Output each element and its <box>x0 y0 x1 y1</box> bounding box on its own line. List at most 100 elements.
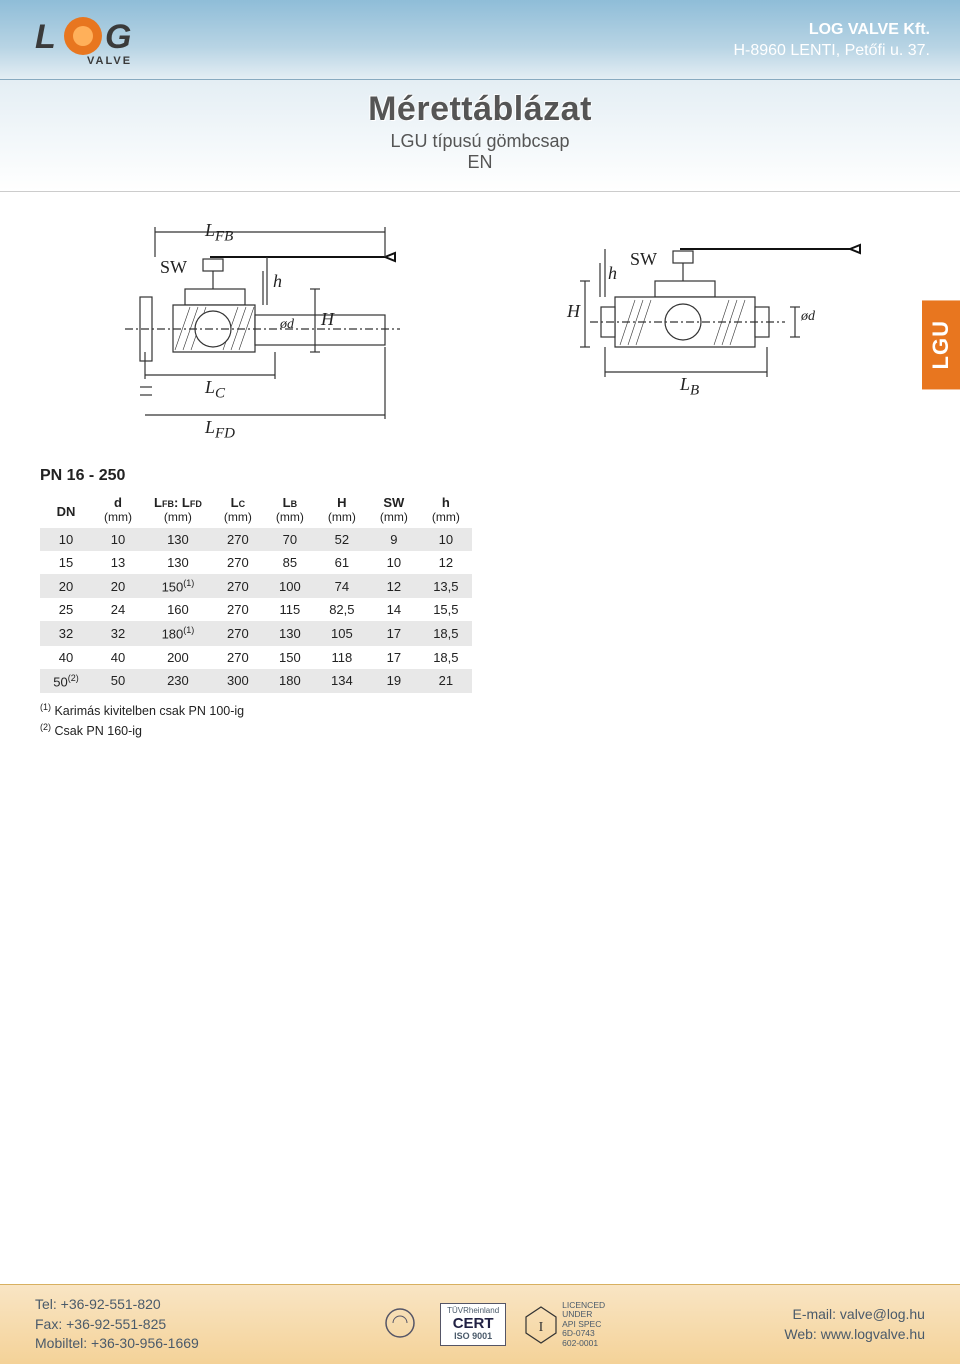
footnote: (1) Karimás kivitelben csak PN 100-ig <box>40 701 920 721</box>
table-cell: 180 <box>264 669 316 693</box>
table-cell: 100 <box>264 574 316 598</box>
footer-email: E-mail: valve@log.hu <box>784 1305 925 1325</box>
svg-text:G: G <box>105 18 131 56</box>
label-h-left: h <box>273 271 282 292</box>
footer-web: E-mail: valve@log.hu Web: www.logvalve.h… <box>784 1305 925 1344</box>
cert-iso: TÜVRheinland CERT ISO 9001 <box>440 1303 506 1346</box>
table-cell: 32 <box>92 621 144 645</box>
table-cell: 19 <box>368 669 420 693</box>
table-header-unit: (mm) <box>212 510 264 528</box>
table-header-unit: (mm) <box>420 510 472 528</box>
table-cell: 21 <box>420 669 472 693</box>
table-header: h <box>420 491 472 510</box>
table-cell: 74 <box>316 574 368 598</box>
label-H-right: H <box>567 301 580 322</box>
table-cell: 150(1) <box>144 574 212 598</box>
label-phid-right: ød <box>801 309 815 325</box>
table-row: 2020150(1)270100741213,5 <box>40 574 472 598</box>
table-cell: 20 <box>40 574 92 598</box>
table-cell: 12 <box>368 574 420 598</box>
table-cell: 270 <box>212 646 264 669</box>
page-subtitle2: EN <box>0 152 960 173</box>
table-row: 50(2)502303001801341921 <box>40 669 472 693</box>
table-header-unit: (mm) <box>368 510 420 528</box>
table-cell: 82,5 <box>316 598 368 621</box>
table-cell: 10 <box>92 528 144 551</box>
diagram-row: LFB SW h H ød LC LFD <box>0 192 960 452</box>
table-row: 151313027085611012 <box>40 551 472 574</box>
logo: L G VALVE <box>35 14 185 66</box>
table-cell: 24 <box>92 598 144 621</box>
table-cell: 18,5 <box>420 646 472 669</box>
table-cell: 10 <box>368 551 420 574</box>
table-cell: 50 <box>92 669 144 693</box>
table-header: DN <box>40 491 92 528</box>
table-title: PN 16 - 250 <box>40 467 920 485</box>
table-cell: 17 <box>368 646 420 669</box>
footer-contact: Tel: +36-92-551-820 Fax: +36-92-551-825 … <box>35 1295 199 1354</box>
table-cell: 10 <box>420 528 472 551</box>
table-header: LC <box>212 491 264 510</box>
table-cell: 50(2) <box>40 669 92 693</box>
table-header-unit: (mm) <box>92 510 144 528</box>
svg-text:L: L <box>35 18 56 56</box>
table-header-unit: (mm) <box>144 510 212 528</box>
table-cell: 40 <box>40 646 92 669</box>
label-lfb: LFB <box>205 220 233 246</box>
table-cell: 15 <box>40 551 92 574</box>
label-sw-right: SW <box>630 249 657 270</box>
table-cell: 15,5 <box>420 598 472 621</box>
table-cell: 13 <box>92 551 144 574</box>
cert-tuv <box>378 1307 422 1342</box>
page-subtitle: LGU típusú gömbcsap <box>0 131 960 152</box>
tuv-icon <box>378 1307 422 1339</box>
content-area: PN 16 - 250 DNdLFB: LFDLCLBHSWh (mm)(mm)… <box>0 452 960 755</box>
table-cell: 10 <box>40 528 92 551</box>
table-cell: 270 <box>212 528 264 551</box>
label-phid-left: ød <box>280 317 294 333</box>
footer-fax: Fax: +36-92-551-825 <box>35 1315 199 1335</box>
table-cell: 115 <box>264 598 316 621</box>
header-bar: L G VALVE LOG VALVE Kft. H-8960 LENTI, P… <box>0 0 960 80</box>
table-cell: 9 <box>368 528 420 551</box>
dimension-table: DNdLFB: LFDLCLBHSWh (mm)(mm)(mm)(mm)(mm)… <box>40 491 472 693</box>
label-H-left: H <box>321 309 334 330</box>
footer-mobil: Mobiltel: +36-30-956-1669 <box>35 1334 199 1354</box>
table-cell: 300 <box>212 669 264 693</box>
table-header-unit: (mm) <box>264 510 316 528</box>
table-cell: 200 <box>144 646 212 669</box>
table-body: 1010130270705291015131302708561101220201… <box>40 528 472 693</box>
table-cell: 85 <box>264 551 316 574</box>
table-cell: 18,5 <box>420 621 472 645</box>
table-cell: 130 <box>144 551 212 574</box>
label-lfd: LFD <box>205 417 235 443</box>
table-cell: 270 <box>212 574 264 598</box>
table-cell: 17 <box>368 621 420 645</box>
table-cell: 150 <box>264 646 316 669</box>
table-cell: 14 <box>368 598 420 621</box>
side-tab: LGU <box>922 300 960 389</box>
table-cell: 180(1) <box>144 621 212 645</box>
table-cell: 40 <box>92 646 144 669</box>
company-name: LOG VALVE Kft. <box>733 20 930 41</box>
table-row: 10101302707052910 <box>40 528 472 551</box>
company-address: H-8960 LENTI, Petőfi u. 37. <box>733 41 930 62</box>
table-cell: 70 <box>264 528 316 551</box>
footer-bar: Tel: +36-92-551-820 Fax: +36-92-551-825 … <box>0 1284 960 1364</box>
table-cell: 270 <box>212 621 264 645</box>
table-cell: 20 <box>92 574 144 598</box>
table-header: LB <box>264 491 316 510</box>
label-lb: LB <box>680 374 699 400</box>
table-row: 252416027011582,51415,5 <box>40 598 472 621</box>
table-cell: 52 <box>316 528 368 551</box>
table-header: H <box>316 491 368 510</box>
table-cell: 230 <box>144 669 212 693</box>
cert-api: I LICENCED UNDER API SPEC 6D-0743 602-00… <box>524 1301 605 1348</box>
table-header: SW <box>368 491 420 510</box>
page-title: Mérettáblázat <box>0 90 960 129</box>
title-block: Mérettáblázat LGU típusú gömbcsap EN <box>0 80 960 192</box>
diagram-threaded: SW h H ød LB <box>505 217 905 437</box>
table-cell: 130 <box>264 621 316 645</box>
footer-website: Web: www.logvalve.hu <box>784 1325 925 1345</box>
table-header: LFB: LFD <box>144 491 212 510</box>
